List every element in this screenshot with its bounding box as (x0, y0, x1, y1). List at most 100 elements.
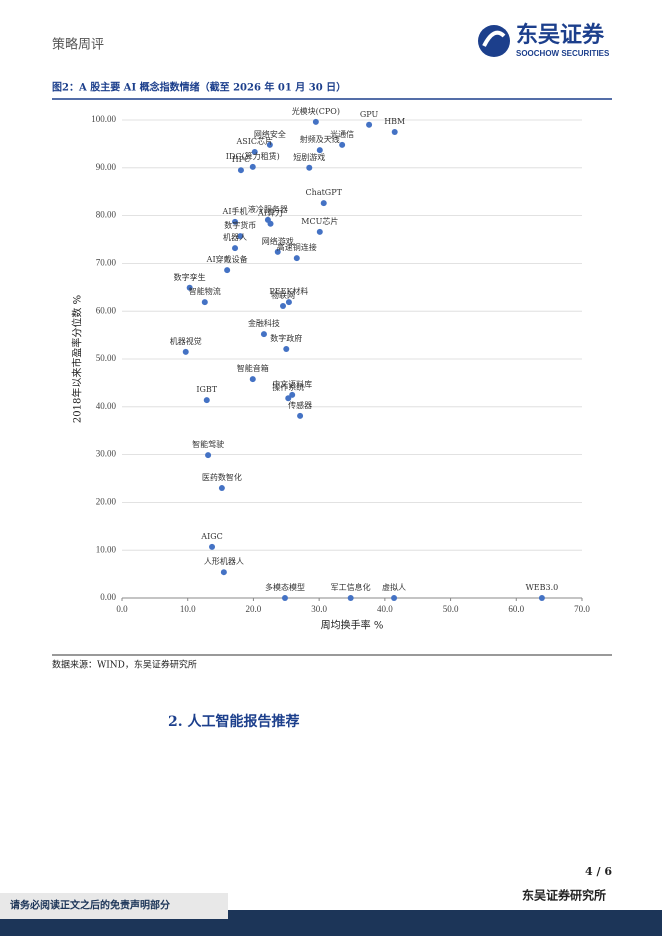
scatter-point (320, 200, 327, 207)
y-tick-label: 100.00 (91, 114, 116, 124)
y-tick-label: 10.00 (96, 544, 117, 554)
x-tick-label: 50.0 (443, 604, 459, 614)
x-tick-label: 60.0 (508, 604, 524, 614)
y-tick-label: 80.00 (96, 210, 117, 220)
point-label: 传感器 (288, 400, 312, 410)
point-label: 网络安全 (254, 129, 286, 139)
point-label: IDC(算力租赁) (226, 151, 280, 161)
x-tick-label: 0.0 (116, 604, 128, 614)
scatter-point (280, 302, 286, 309)
page-number: 4 / 6 (585, 865, 612, 878)
point-label: 高速铜连接 (277, 242, 317, 252)
y-tick-label: 0.00 (100, 592, 116, 602)
scatter-point (224, 267, 231, 274)
point-label: AI穿戴设备 (206, 254, 248, 264)
disclaimer-box (0, 893, 228, 919)
section-heading: 2. 人工智能报告推荐 (168, 713, 300, 730)
scatter-point (182, 348, 189, 355)
scatter-point (237, 167, 244, 174)
point-label: 金融科技 (248, 318, 280, 328)
scatter-point (266, 141, 273, 148)
scatter-point (237, 233, 244, 240)
point-label: 智能音箱 (237, 363, 269, 373)
figure-title: 图2：A 股主要 AI 概念指数情绪（截至 2026 年 01 月 30 日） (52, 81, 346, 94)
scatter-point (391, 128, 398, 135)
scatter-point (281, 595, 288, 601)
point-label: MCU芯片 (301, 216, 338, 226)
point-label: 多模态模型 (265, 582, 305, 592)
point-label: HPC (232, 155, 250, 164)
point-label: WEB3.0 (526, 583, 559, 592)
point-label: 液冷服务器 (248, 204, 288, 214)
point-label: 军工信息化 (331, 582, 371, 592)
scatter-point (201, 299, 208, 306)
scatter-point (297, 412, 304, 419)
point-label: 短剧游戏 (293, 152, 325, 162)
point-label: 数字政府 (270, 333, 302, 343)
y-tick-label: 30.00 (96, 449, 117, 459)
scatter-point (186, 284, 193, 291)
point-label: 智能驾驶 (192, 439, 224, 449)
disclaimer: 请务必阅读正文之后的免责声明部分 (10, 899, 170, 912)
point-label: ASIC芯片 (235, 136, 273, 146)
scatter-point (232, 218, 239, 225)
point-label: 中文语料库 (272, 379, 312, 389)
scatter-point (220, 569, 227, 576)
point-label: IGBT (196, 385, 217, 394)
point-label: 智能物流 (189, 286, 221, 296)
scatter-point (347, 595, 354, 601)
x-tick-label: 40.0 (377, 604, 393, 614)
scatter-point (205, 452, 212, 459)
point-label: 机器人 (223, 232, 247, 242)
point-label: ChatGPT (306, 188, 343, 197)
point-label: AI算力 (257, 208, 283, 218)
header-section: 策略周评 (52, 37, 104, 53)
point-label: 数字孪生 (174, 272, 206, 282)
scatter-point (306, 164, 313, 171)
point-label: 网络游戏 (262, 236, 294, 246)
y-tick-label: 50.00 (96, 353, 117, 363)
scatter-point (232, 245, 239, 252)
scatter-point (316, 228, 323, 235)
scatter-point (260, 331, 267, 338)
scatter-point (289, 391, 296, 398)
point-label: 医药数智化 (202, 472, 242, 482)
point-label: 射频及天线 (300, 134, 340, 144)
point-label: 虚拟人 (382, 582, 406, 592)
point-label: 光模块(CPO) (292, 106, 340, 116)
y-tick-label: 40.00 (96, 401, 117, 411)
scatter-point (267, 220, 274, 227)
point-label: GPU (360, 110, 379, 119)
scatter-point (249, 163, 256, 170)
point-label: AI手机 (222, 206, 248, 216)
y-axis-label: 2018年以来市盈率分位数 % (71, 295, 84, 423)
y-tick-label: 20.00 (96, 496, 117, 506)
source-note: 数据来源：WIND，东吴证券研究所 (52, 659, 197, 671)
scatter-point (218, 485, 225, 492)
scatter-point (251, 149, 258, 156)
scatter-point (283, 345, 290, 352)
scatter-point (203, 397, 210, 404)
scatter-point (538, 595, 545, 601)
scatter-point (366, 121, 373, 128)
logo-cn: 东吴证券 (516, 22, 605, 48)
footer-org: 东吴证券研究所 (522, 888, 606, 903)
scatter-point (293, 255, 300, 262)
x-tick-label: 30.0 (311, 604, 327, 614)
x-tick-label: 20.0 (246, 604, 262, 614)
y-tick-label: 60.00 (96, 305, 117, 315)
logo: 东吴证券 SOOCHOW SECURITIES (478, 22, 610, 58)
y-tick-label: 90.00 (96, 162, 117, 172)
x-tick-label: 10.0 (180, 604, 196, 614)
logo-en: SOOCHOW SECURITIES (516, 49, 610, 58)
scatter-point (339, 141, 346, 148)
point-label: PEEK材料 (269, 286, 308, 296)
scatter-point (312, 118, 319, 125)
point-label: 光通信 (330, 129, 354, 139)
scatter-point (209, 543, 216, 550)
scatter-point (285, 299, 292, 306)
y-tick-label: 70.00 (96, 257, 117, 267)
logo-swoosh (482, 30, 506, 47)
